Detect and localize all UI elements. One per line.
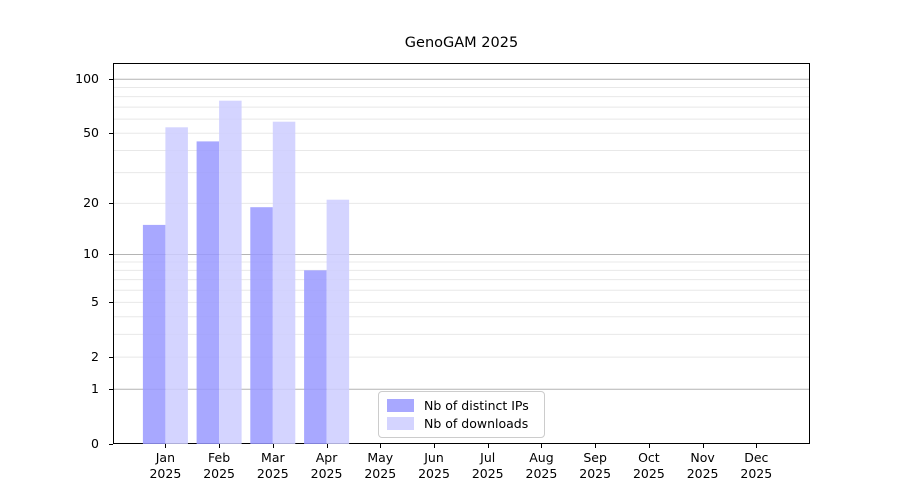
bar-downloads-jan [165,127,188,445]
bar-downloads-mar [272,121,296,444]
legend-swatch-downloads [387,416,414,430]
legend-entry-downloads: Nb of downloads [387,416,536,431]
x-tick-label-may: May 2025 [352,450,408,481]
bar-distinct-ips-jan [142,224,166,444]
x-tick-mark-oct [648,444,650,448]
bar-downloads-feb [219,100,242,444]
x-tick-label-feb: Feb 2025 [191,450,247,481]
legend-swatch-distinct-ips [387,399,414,413]
x-tick-label-line: Jan [155,450,176,465]
x-tick-label-line: Mar [261,450,285,465]
x-tick-mark-feb [219,444,221,448]
x-tick-label-line: Feb [208,450,231,465]
legend-label-distinct-ips: Nb of distinct IPs [424,398,529,414]
x-tick-label-dec: Dec 2025 [728,450,784,481]
legend-label-downloads: Nb of downloads [424,415,529,431]
y-tick-label-100: 100 [75,71,99,87]
x-tick-label-line: Dec [744,450,769,465]
y-tick-label-2: 2 [91,349,99,365]
y-tick-mark-50 [109,132,113,134]
chart-title: GenoGAM 2025 [404,35,519,51]
legend-entry-distinct-ips: Nb of distinct IPs [387,398,536,413]
x-tick-label-line: 2025 [203,465,236,481]
x-tick-label-jul: Jul 2025 [460,450,516,481]
y-tick-mark-0 [109,443,113,445]
x-tick-mark-apr [326,444,328,448]
x-tick-label-sep: Sep 2025 [567,450,623,481]
y-tick-label-10: 10 [83,246,99,262]
x-tick-label-mar: Mar 2025 [245,450,301,481]
y-tick-mark-2 [109,356,113,358]
x-tick-mark-aug [541,444,543,448]
x-tick-label-line: Nov [690,450,715,465]
x-tick-label-line: 2025 [418,465,450,481]
y-tick-label-1: 1 [91,381,99,397]
x-tick-label-oct: Oct 2025 [621,450,677,481]
x-tick-label-line: 2025 [471,465,504,481]
x-tick-label-line: 2025 [256,465,289,481]
y-tick-mark-10 [109,253,113,255]
x-tick-label-line: Apr [315,450,338,465]
x-tick-label-line: 2025 [364,465,397,481]
y-tick-label-20: 20 [83,195,99,211]
x-tick-label-line: 2025 [579,465,612,481]
x-tick-mark-jul [487,444,489,448]
x-tick-mark-may [380,444,382,448]
x-tick-label-jan: Jan 2025 [137,450,193,481]
x-tick-label-line: Jul [480,450,496,465]
y-tick-label-5: 5 [91,294,99,310]
y-tick-label-50: 50 [83,125,99,141]
x-tick-mark-jan [165,444,167,448]
x-tick-label-line: 2025 [632,465,665,481]
x-tick-mark-jun [434,444,435,448]
x-tick-mark-sep [595,444,597,448]
x-tick-label-line: Oct [638,450,660,465]
bar-distinct-ips-mar [250,207,273,444]
x-tick-label-line: 2025 [525,465,558,481]
legend: Nb of distinct IPs Nb of downloads [378,391,545,438]
x-tick-label-line: Jun [424,450,444,465]
x-tick-label-line: 2025 [149,465,182,481]
x-tick-label-jun: Jun 2025 [406,450,462,481]
x-tick-label-line: Sep [583,450,607,465]
bar-distinct-ips-feb [196,141,220,444]
x-tick-mark-mar [272,444,274,448]
x-tick-label-aug: Aug 2025 [513,450,569,481]
x-tick-label-line: 2025 [686,465,719,481]
y-tick-mark-1 [109,388,113,390]
x-tick-mark-nov [702,444,704,448]
y-tick-mark-5 [109,301,113,303]
x-tick-label-nov: Nov 2025 [675,450,731,481]
bar-downloads-apr [326,199,350,444]
x-tick-label-apr: Apr 2025 [299,450,355,481]
x-tick-label-line: 2025 [740,465,773,481]
x-tick-label-line: May [367,450,394,465]
y-tick-mark-20 [109,202,113,204]
x-tick-mark-dec [756,444,758,448]
y-tick-mark-100 [109,78,113,80]
x-tick-label-line: Aug [529,450,554,465]
y-tick-label-0: 0 [91,436,99,451]
bar-distinct-ips-apr [304,270,327,444]
x-tick-label-line: 2025 [310,465,343,481]
